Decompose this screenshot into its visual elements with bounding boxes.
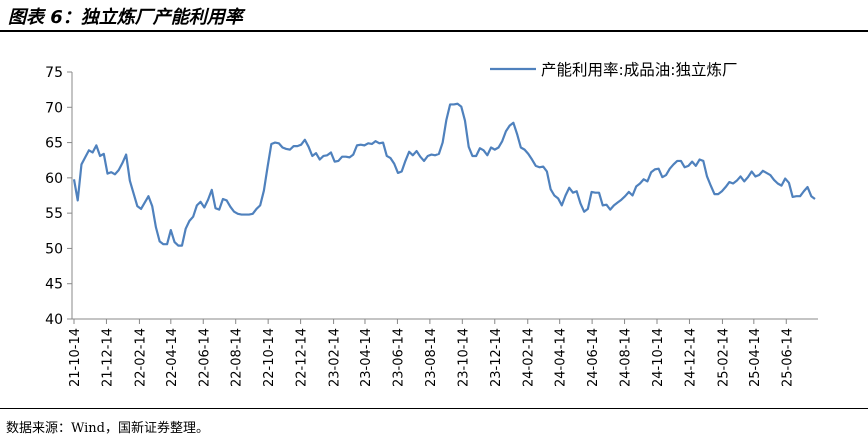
legend: 产能利用率:成品油:独立炼厂 bbox=[490, 61, 737, 79]
x-tick-label: 21-12-14 bbox=[100, 328, 115, 387]
x-tick-label: 23-02-14 bbox=[328, 328, 343, 387]
x-tick-label: 23-06-14 bbox=[391, 328, 406, 387]
x-tick-label: 21-10-14 bbox=[68, 328, 83, 387]
x-axis-ticks: 21-10-14 21-12-14 22-02-14 22-04-14 22-06-14… bbox=[68, 319, 795, 387]
x-tick-label: 22-06-14 bbox=[197, 328, 212, 387]
title-rule bbox=[0, 30, 868, 32]
source-note: 数据来源：Wind，国新证券整理。 bbox=[6, 421, 209, 436]
x-tick-label: 24-04-14 bbox=[554, 328, 569, 387]
figure-title: 图表 6：独立炼厂产能利用率 bbox=[8, 7, 243, 28]
y-tick-label: 40 bbox=[45, 312, 63, 328]
x-tick-label: 22-08-14 bbox=[230, 328, 245, 387]
x-tick-label: 24-10-14 bbox=[651, 328, 666, 387]
x-tick-label: 24-06-14 bbox=[586, 328, 601, 387]
chart-axes bbox=[71, 72, 818, 320]
y-tick-label: 50 bbox=[45, 241, 63, 257]
x-tick-label: 25-02-14 bbox=[716, 328, 731, 387]
y-tick-label: 60 bbox=[45, 171, 63, 187]
x-tick-label: 22-12-14 bbox=[295, 328, 310, 387]
x-tick-label: 23-10-14 bbox=[456, 328, 471, 387]
source-rule bbox=[0, 408, 868, 409]
x-tick-label: 24-02-14 bbox=[522, 328, 537, 387]
x-tick-label: 22-10-14 bbox=[262, 328, 277, 387]
x-tick-label: 25-04-14 bbox=[748, 328, 763, 387]
legend-label: 产能利用率:成品油:独立炼厂 bbox=[541, 61, 737, 79]
x-tick-label: 24-08-14 bbox=[619, 328, 634, 387]
x-tick-label: 23-12-14 bbox=[489, 328, 504, 387]
y-tick-label: 70 bbox=[45, 100, 63, 116]
y-tick-label: 65 bbox=[45, 136, 63, 152]
y-tick-label: 45 bbox=[45, 277, 63, 293]
x-tick-label: 23-08-14 bbox=[424, 328, 439, 387]
series-group bbox=[72, 102, 816, 247]
y-axis-ticks: 40 45 50 55 60 65 70 75 bbox=[45, 65, 72, 328]
x-tick-label: 24-12-14 bbox=[683, 328, 698, 387]
series-line bbox=[72, 102, 816, 247]
x-tick-label: 22-04-14 bbox=[165, 328, 180, 387]
x-tick-label: 25-06-14 bbox=[780, 328, 795, 387]
y-tick-label: 55 bbox=[45, 206, 63, 222]
x-tick-label: 23-04-14 bbox=[359, 328, 374, 387]
y-tick-label: 75 bbox=[45, 65, 63, 81]
x-tick-label: 22-02-14 bbox=[133, 328, 148, 387]
